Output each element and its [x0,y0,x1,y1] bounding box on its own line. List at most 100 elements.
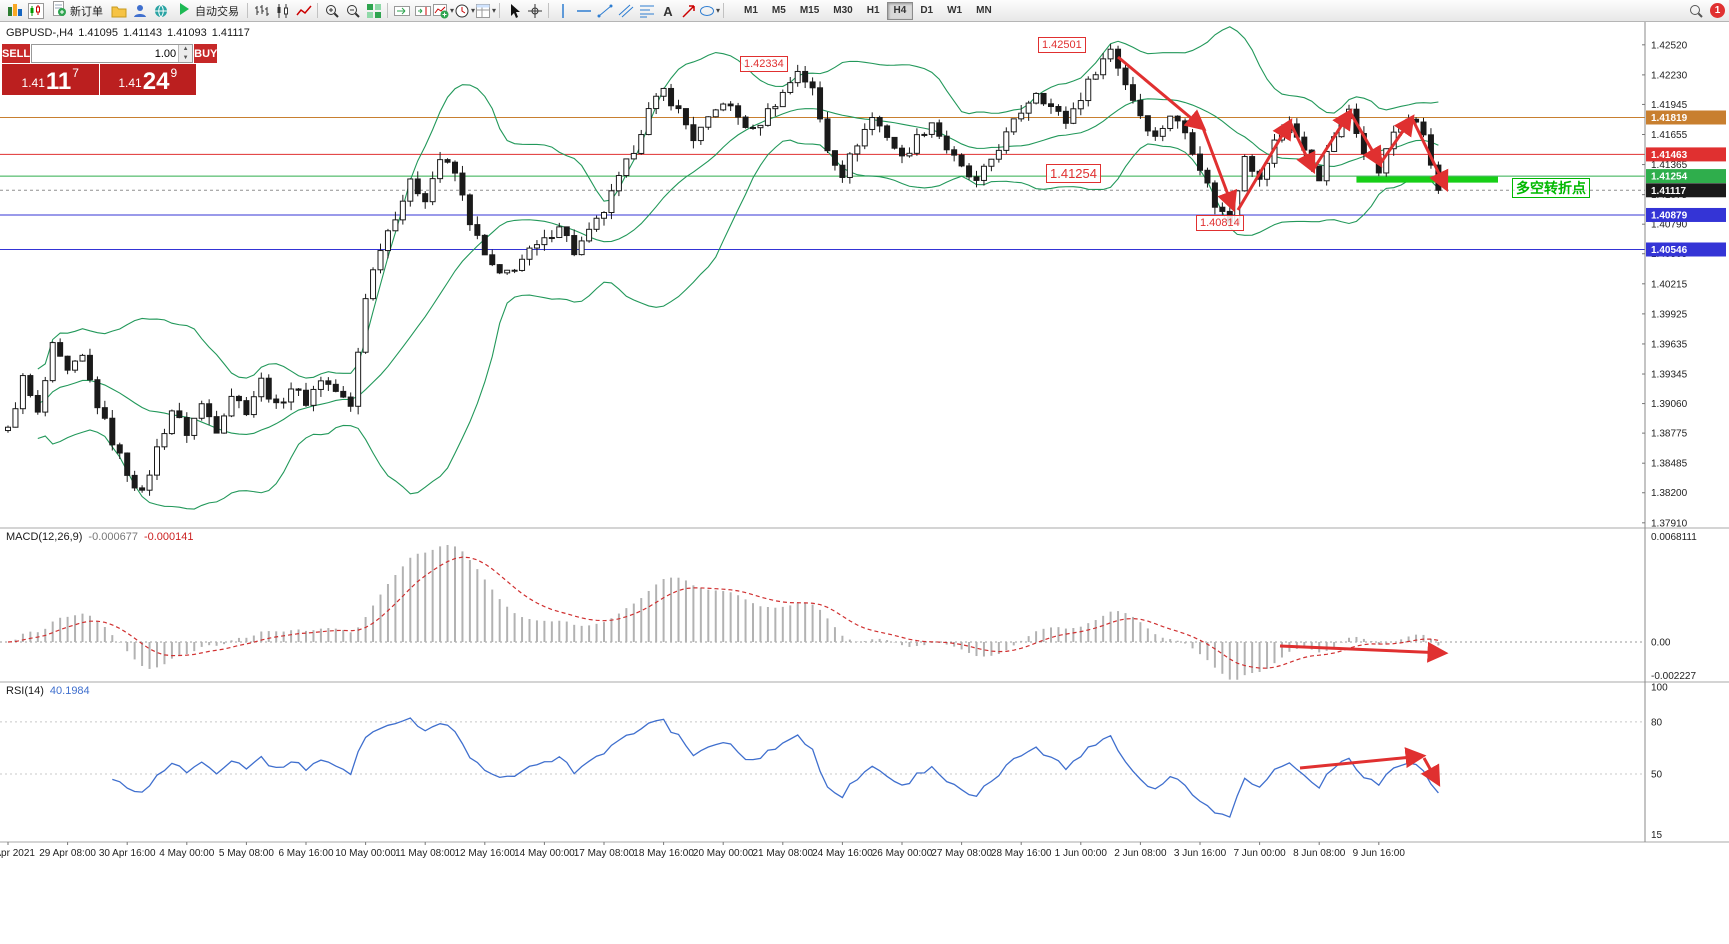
trend-arrows[interactable] [1117,55,1449,787]
candlestick-mode-icon[interactable] [272,2,293,20]
timeframe-m15[interactable]: M15 [799,4,820,16]
volume-stepper[interactable]: ▲ ▼ [178,45,193,62]
time-axis-label: 21 May 08:00 [752,848,813,859]
time-axis-label: 30 Apr 16:00 [99,848,156,859]
drawn-arrow[interactable] [1201,127,1238,213]
timeframe-w1[interactable]: W1 [947,4,963,16]
auto-scroll-icon[interactable] [391,2,412,20]
zoom-in-icon[interactable] [321,2,342,20]
volume-box: ▲▼ [31,44,194,63]
timeframe-m30[interactable]: M30 [833,4,853,16]
line-chart-mode-icon[interactable] [293,2,314,20]
bid-big-digits: 11 [45,68,72,95]
horizontal-line-tool-icon[interactable] [573,2,594,20]
chevron-down-icon: ▾ [470,6,475,15]
bar-chart-mode-icon[interactable] [251,2,272,20]
new-order-button[interactable]: 新订单 [46,1,108,20]
bollinger-upper-band [37,26,1439,379]
market-watch-icon[interactable] [150,2,171,20]
timeframe-h4[interactable]: H4 [886,1,914,20]
time-axis-label: 9 Jun 16:00 [1353,848,1406,859]
volume-down-icon[interactable]: ▼ [179,53,193,62]
macd-main-value: -0.000677 [88,531,138,543]
time-axis-label: 10 May 00:00 [335,848,396,859]
periods-dropdown[interactable]: ▾ [454,2,475,20]
time-axis-label: 3 Jun 16:00 [1174,848,1227,859]
volume-input[interactable] [32,45,179,62]
drawn-arrow[interactable] [1420,757,1441,787]
horizontal-price-lines[interactable] [0,116,1645,250]
price-tag: 1.41117 [1646,183,1726,198]
chart-shift-icon[interactable] [412,2,433,20]
drawn-arrow[interactable] [1410,117,1449,193]
drawn-arrow[interactable] [1299,747,1427,770]
arrows-tool-icon[interactable] [678,2,699,20]
macd-axis-label: 0.0068111 [1651,532,1697,543]
vertical-line-tool-icon[interactable] [552,2,573,20]
toolbar-separator [387,3,388,18]
price-axis-label: 1.40215 [1651,279,1688,290]
price-callout[interactable]: 1.42334 [740,56,788,72]
text-tool-icon[interactable]: A [657,2,678,20]
rsi-indicator-label: RSI(14) 40.1984 [6,685,90,697]
buy-price-button[interactable]: 1.41 24 9 [99,64,196,95]
price-callout[interactable]: 1.41254 [1046,164,1101,183]
sell-price-button[interactable]: 1.41 11 7 [2,64,99,95]
price-tag: 1.41254 [1646,169,1726,184]
drawn-arrow[interactable] [1378,114,1415,165]
shapes-dropdown[interactable]: ▾ [699,2,720,20]
timeframe-d1[interactable]: D1 [920,4,934,16]
new-chart-icon[interactable] [25,2,46,20]
drawn-arrow[interactable] [1279,641,1449,663]
toolbar-separator [548,3,549,18]
zoom-out-icon[interactable] [342,2,363,20]
price-axis-label: 1.39635 [1651,339,1688,350]
timeframe-h1[interactable]: H1 [866,4,880,16]
notification-badge[interactable]: 1 [1710,3,1725,18]
svg-text:1.40546: 1.40546 [1651,245,1688,256]
auto-trading-button-label: 自动交易 [195,5,239,18]
timeframe-mn[interactable]: MN [976,4,992,16]
templates-dropdown[interactable]: ▾ [475,2,496,20]
time-axis-label: 7 Jun 00:00 [1233,848,1286,859]
price-axis: 1.425201.422301.419451.416551.413651.410… [1642,40,1726,529]
timeframe-m1[interactable]: M1 [744,4,758,16]
indicators-dropdown[interactable]: ▾ [433,2,454,20]
tile-windows-icon[interactable] [363,2,384,20]
price-axis-label: 1.38200 [1651,488,1688,499]
ask-pipette: 9 [170,66,178,80]
search-icon[interactable] [1685,2,1706,20]
time-axis-label: 20 May 00:00 [693,848,754,859]
timeframe-m5[interactable]: M5 [771,4,786,16]
crosshair-tool-icon[interactable] [524,2,545,20]
rsi-panel: 100 80 50 15 [0,683,1668,841]
turning-point-label[interactable]: 多空转折点 [1512,178,1590,198]
trendline-tool-icon[interactable] [594,2,615,20]
volume-up-icon[interactable]: ▲ [179,45,193,54]
fibonacci-tool-icon[interactable] [636,2,657,20]
time-axis-label: 24 May 16:00 [812,848,873,859]
price-axis-label: 1.38775 [1651,429,1688,440]
price-tag: 1.41463 [1646,147,1726,162]
price-callout[interactable]: 1.40814 [1196,215,1244,231]
drawn-arrow[interactable] [1236,118,1293,211]
price-callout[interactable]: 1.42501 [1038,37,1086,53]
neworder-icon [51,1,67,20]
drawn-arrow[interactable] [1117,55,1207,131]
drawn-arrow[interactable] [1311,108,1353,171]
time-axis-label: 4 May 00:00 [159,848,214,859]
drawn-arrow[interactable] [1348,111,1383,168]
charts-folder-icon[interactable] [108,2,129,20]
price-axis-label: 1.39345 [1651,370,1688,381]
toolbar-separator [247,3,248,18]
drawn-arrow[interactable] [1288,121,1316,175]
time-axis-label: 6 May 16:00 [278,848,333,859]
rsi-axis-label: 50 [1651,770,1663,781]
cursor-tool-icon[interactable] [503,2,524,20]
profiles-icon[interactable] [129,2,150,20]
app-logo-icon[interactable] [4,2,25,20]
channel-tool-icon[interactable] [615,2,636,20]
auto-trading-button[interactable]: 自动交易 [171,2,244,20]
